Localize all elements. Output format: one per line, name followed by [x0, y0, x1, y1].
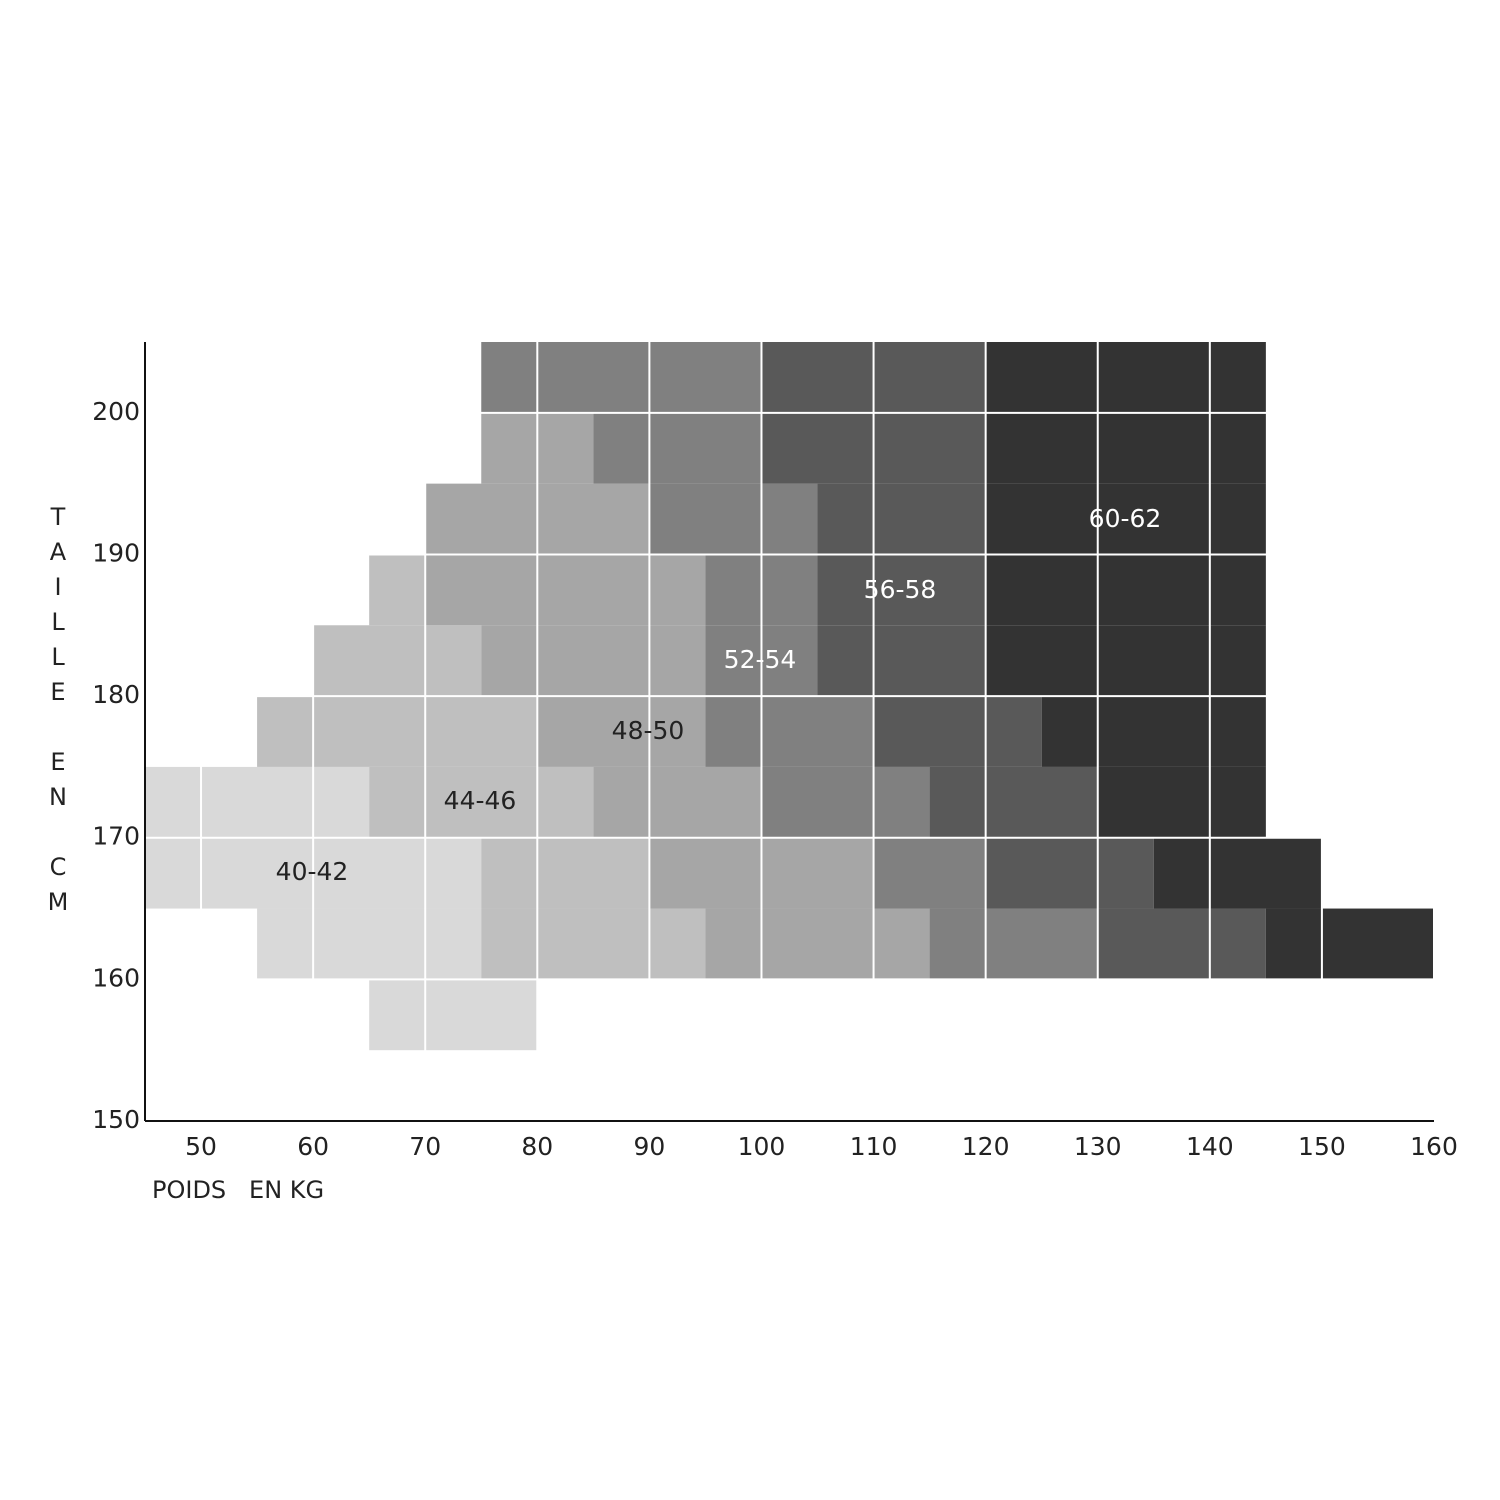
- x-tick-label: 150: [1298, 1132, 1346, 1161]
- size-cell: [481, 908, 706, 980]
- x-tick-label: 80: [521, 1132, 553, 1161]
- size-cell: [985, 625, 1266, 697]
- size-cell: [985, 412, 1266, 484]
- size-cell: [481, 342, 762, 413]
- size-cell: [649, 483, 818, 555]
- y-tick-label: 180: [92, 680, 140, 709]
- size-label: 52-54: [724, 645, 797, 674]
- x-tick-label: 90: [633, 1132, 665, 1161]
- x-tick-label: 50: [185, 1132, 217, 1161]
- y-tick-label: 160: [92, 963, 140, 992]
- size-cell: [481, 837, 650, 909]
- x-tick-label: 120: [962, 1132, 1010, 1161]
- x-tick-label: 110: [850, 1132, 898, 1161]
- size-cell: [817, 625, 986, 697]
- size-label: 56-58: [864, 575, 937, 604]
- x-tick-label: 100: [738, 1132, 786, 1161]
- size-cell: [1041, 696, 1266, 767]
- size-cell: [817, 483, 986, 555]
- size-cell: [929, 766, 1098, 838]
- size-cell: [985, 554, 1266, 626]
- size-label: 60-62: [1089, 504, 1162, 533]
- size-cell: [705, 908, 930, 980]
- size-cell: [1097, 766, 1266, 838]
- size-cell: [145, 766, 370, 838]
- size-cell: [257, 696, 538, 767]
- size-cell: [1097, 908, 1266, 980]
- size-cell: [985, 342, 1266, 413]
- size-cell: [593, 766, 762, 838]
- size-label: 48-50: [612, 716, 685, 745]
- size-label: 44-46: [444, 786, 517, 815]
- size-cell: [929, 908, 1098, 980]
- size-cell: [1153, 837, 1322, 909]
- x-tick-label: 60: [297, 1132, 329, 1161]
- size-cell: [313, 625, 482, 697]
- x-tick-label: 130: [1074, 1132, 1122, 1161]
- size-cell: [1265, 908, 1434, 980]
- size-cell: [481, 625, 706, 697]
- size-cell: [425, 554, 706, 626]
- y-tick-label: 190: [92, 538, 140, 567]
- x-tick-label: 70: [409, 1132, 441, 1161]
- x-tick-label: 140: [1186, 1132, 1234, 1161]
- size-cell: [369, 766, 594, 838]
- size-cell: [705, 696, 874, 767]
- x-tick-label: 160: [1410, 1132, 1458, 1161]
- y-tick-label: 170: [92, 822, 140, 851]
- size-label: 40-42: [276, 857, 349, 886]
- size-cell: [257, 908, 482, 980]
- y-axis-label: TAILLE EN CM: [44, 503, 72, 923]
- y-tick-label: 200: [92, 397, 140, 426]
- size-cell: [985, 483, 1266, 555]
- size-cell: [369, 554, 426, 626]
- x-axis-label: POIDS EN KG: [152, 1176, 324, 1204]
- size-cell: [761, 766, 930, 838]
- size-cell: [873, 837, 986, 909]
- size-cell: [369, 979, 538, 1051]
- y-tick-label: 150: [92, 1105, 140, 1134]
- size-cell: [537, 696, 706, 767]
- size-cell: [873, 696, 1042, 767]
- size-cell: [593, 412, 762, 484]
- size-cell: [985, 837, 1154, 909]
- size-cell: [817, 554, 986, 626]
